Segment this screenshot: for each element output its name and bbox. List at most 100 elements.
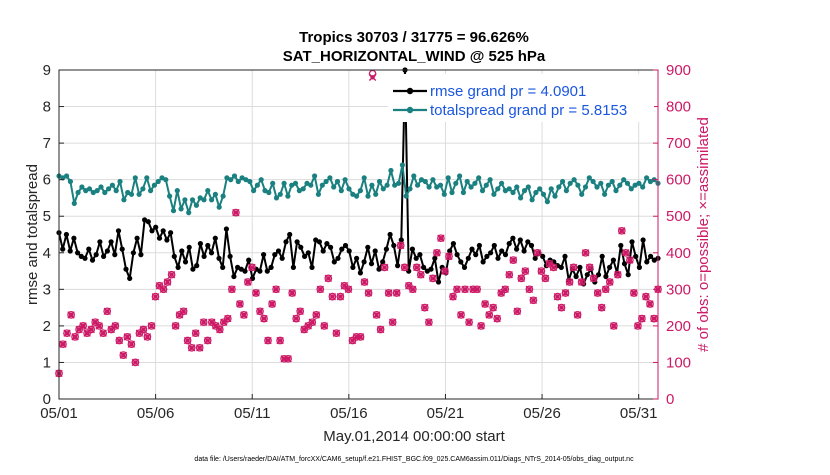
obs-assimilated-point <box>147 322 156 330</box>
obs-possible-point <box>493 314 502 323</box>
totalspread-point <box>617 182 623 188</box>
obs-assimilated-point <box>196 344 204 352</box>
totalspread-point <box>67 178 73 185</box>
obs-possible-point <box>131 358 140 367</box>
rmse-point <box>186 244 192 250</box>
rmse-point <box>309 264 315 270</box>
obs-assimilated-point <box>485 311 493 319</box>
obs-possible-point <box>396 241 405 250</box>
obs-possible-point <box>332 329 341 338</box>
totalspread-point <box>128 191 135 197</box>
rmse-point <box>517 237 523 243</box>
obs-assimilated-point <box>622 249 630 257</box>
obs-assimilated-point <box>549 263 558 272</box>
obs-possible-point <box>577 278 586 286</box>
rmse-point <box>127 275 133 281</box>
totalspread-point <box>567 180 573 186</box>
obs-assimilated-dot <box>515 309 520 314</box>
obs-assimilated-point <box>638 314 646 323</box>
y-tick-label: 0 <box>43 391 51 408</box>
rmse-point <box>584 272 590 278</box>
obs-assimilated-point <box>376 325 385 334</box>
obs-possible-point <box>312 311 321 319</box>
obs-assimilated-point <box>433 249 441 257</box>
obs-assimilated-dot <box>422 305 427 310</box>
obs-possible-point <box>228 285 236 294</box>
totalspread-point <box>312 173 318 179</box>
obs-assimilated-point <box>642 292 650 301</box>
rmse-point <box>101 253 107 259</box>
obs-possible-point <box>127 340 136 349</box>
x-axis-label: May.01,2014 00:00:00 start <box>323 428 505 445</box>
totalspread-point <box>422 178 428 185</box>
totalspread-point <box>334 178 341 185</box>
totalspread-point <box>258 177 264 183</box>
obs-possible-point <box>609 322 618 330</box>
x-tick-label: 05/21 <box>427 405 465 422</box>
obs-assimilated-point <box>87 325 95 334</box>
totalspread-point <box>552 193 558 199</box>
rmse-point <box>328 244 334 250</box>
obs-assimilated-dot <box>591 276 596 281</box>
obs-assimilated-point <box>179 307 188 315</box>
obs-assimilated-dot <box>153 294 158 299</box>
obs-assimilated-dot <box>599 305 604 310</box>
obs-assimilated-point <box>115 336 123 345</box>
totalspread-point <box>518 195 524 201</box>
totalspread-point <box>270 180 276 186</box>
obs-assimilated-dot <box>631 290 637 296</box>
obs-assimilated-dot <box>338 294 343 299</box>
obs-possible-point <box>179 307 188 316</box>
obs-assimilated-dot <box>491 305 496 310</box>
rmse-point <box>194 263 200 269</box>
obs-possible-point <box>617 226 626 235</box>
obs-assimilated-dot <box>181 309 186 314</box>
obs-assimilated-point <box>332 329 341 337</box>
obs-assimilated-point <box>465 318 473 326</box>
rmse-point <box>75 250 81 256</box>
obs-assimilated-dot <box>141 327 146 332</box>
y-tick-label: 9 <box>43 62 51 79</box>
y-tick-label: 8 <box>43 99 51 116</box>
totalspread-point <box>178 206 184 212</box>
obs-possible-point <box>95 322 104 330</box>
rmse-point <box>205 242 211 249</box>
obs-possible-point <box>429 274 437 283</box>
obs-assimilated-dot <box>366 290 371 296</box>
totalspread-point <box>415 182 421 188</box>
rmse-point <box>339 246 345 252</box>
rmse-point <box>268 264 274 270</box>
obs-assimilated-point <box>517 274 526 283</box>
obs-assimilated-dot <box>72 334 78 340</box>
legend-totalspread-marker <box>406 106 414 114</box>
totalspread-point <box>544 199 551 205</box>
totalspread-point <box>624 180 631 186</box>
obs-possible-point <box>115 336 124 345</box>
rmse-point <box>398 237 404 243</box>
y-right-tick-label: 800 <box>666 99 691 116</box>
obs-assimilated-point <box>610 322 618 330</box>
obs-possible-point <box>388 318 397 327</box>
obs-assimilated-dot <box>346 287 351 292</box>
totalspread-point <box>109 182 115 188</box>
obs-assimilated-dot <box>478 323 484 329</box>
obs-possible-point <box>167 270 176 279</box>
obs-assimilated-point <box>256 307 264 315</box>
obs-assimilated-dot <box>241 312 247 318</box>
obs-possible-point <box>509 256 518 264</box>
y-right-tick-label: 100 <box>666 354 691 371</box>
totalspread-point <box>346 186 352 192</box>
obs-assimilated-point <box>509 256 517 264</box>
totalspread-point <box>388 167 394 174</box>
y-axis-label: rmse and totalspread <box>24 164 41 305</box>
obs-assimilated-point <box>99 329 107 337</box>
obs-possible-point <box>521 267 530 275</box>
obs-possible-point <box>187 343 196 352</box>
obs-possible-point <box>597 303 606 312</box>
legend-rmse-label: rmse grand pr = 4.0901 <box>430 83 586 100</box>
rmse-point <box>216 255 222 261</box>
totalspread-point <box>300 186 306 192</box>
x-tick-label: 05/11 <box>234 405 270 422</box>
totalspread-point <box>510 189 516 196</box>
obs-assimilated-dot <box>318 287 323 292</box>
